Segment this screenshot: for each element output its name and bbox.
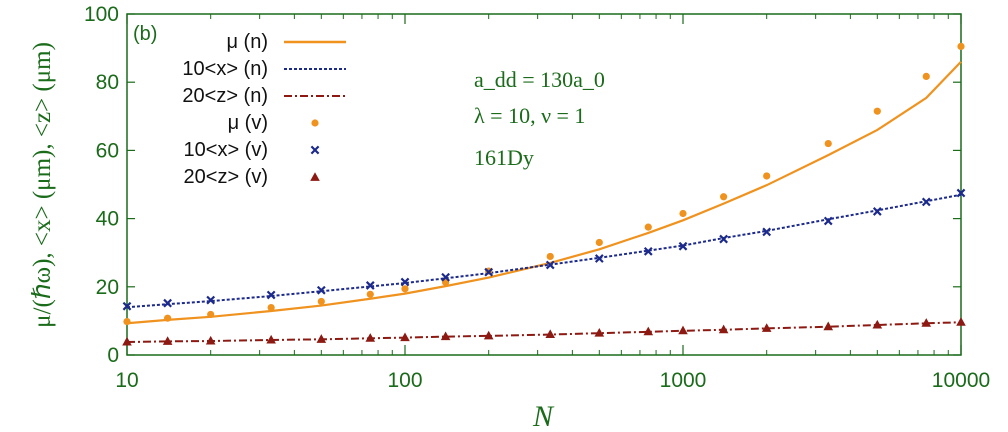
series-5-point [266, 334, 276, 344]
series-4-point [163, 298, 173, 308]
legend-label: 20<z> (n) [182, 85, 268, 107]
series-5-point [162, 336, 173, 345]
series-3-point [922, 72, 930, 81]
legend-label: μ (n) [226, 31, 268, 53]
series-2-line [126, 321, 962, 344]
series-3-point [546, 252, 554, 261]
series-3-point [824, 139, 832, 148]
panel-label: (b) [133, 23, 157, 45]
series-4-point [823, 216, 833, 226]
plot-frame [126, 13, 962, 356]
series-3-point [317, 297, 325, 306]
series-4-point [921, 197, 931, 207]
series-5-point [365, 333, 376, 342]
legend-label: 20<z> (v) [184, 166, 268, 188]
series-4-point [594, 254, 604, 263]
series-4-point [762, 227, 772, 237]
series-3-point [267, 304, 275, 312]
series-4-point [316, 285, 326, 295]
legend-label: μ (v) [228, 112, 268, 134]
series-4-point [872, 207, 882, 216]
legend-marker-sample [310, 145, 320, 155]
series-3-point [763, 172, 771, 180]
x-ticks: 10 100 1000 10000 [115, 14, 990, 392]
series-5-point [643, 326, 654, 336]
series-5-point [678, 325, 688, 335]
y-axis-label: μ/(ℏω), <x> (μm), <z> (μm) [29, 42, 56, 328]
series-5-point [440, 331, 451, 341]
x-tick-label: 100 [387, 369, 422, 392]
series-4-point [441, 272, 451, 282]
series-4-point [719, 234, 729, 244]
series-5-point [872, 319, 883, 329]
series-4-point [678, 241, 688, 251]
x-tick-label: 1000 [660, 369, 707, 392]
y-tick-label: 20 [96, 276, 119, 299]
series-5-point [545, 329, 556, 339]
series-1-line [126, 193, 962, 309]
series-3-point [401, 285, 409, 293]
y-tick-label: 60 [96, 139, 119, 162]
y-tick-label: 40 [96, 208, 119, 231]
legend-label: 10<x> (n) [182, 58, 268, 80]
y-ticks: 0 20 40 60 80 100 [84, 3, 961, 367]
series-5-point [956, 317, 966, 326]
legend-label: 10<x> (v) [184, 139, 268, 161]
series-5-point [594, 328, 605, 337]
series-4-point [643, 246, 653, 256]
series-5-point [921, 318, 932, 327]
legend-marker-sample [311, 119, 319, 127]
legend: μ (n) 10<x> (n) 20<z> (n) μ (v) 10<x> (v) 20<… [182, 31, 346, 188]
x-tick-label: 10 [115, 369, 138, 392]
series-3-point [873, 107, 881, 115]
series-4-point [365, 281, 375, 290]
series-3-point [957, 42, 965, 50]
series-4-point [206, 295, 216, 305]
series-4-point [266, 290, 276, 300]
series-3-point [595, 238, 603, 247]
series-5-point [823, 321, 834, 331]
series-5-point [205, 335, 216, 345]
series-4-point [122, 301, 132, 311]
series-3-point [366, 290, 374, 298]
series-3-point [720, 193, 728, 201]
series-3-point [164, 314, 172, 322]
y-tick-label: 80 [96, 71, 119, 94]
x-tick-label: 10000 [932, 369, 990, 392]
series-5-point [316, 334, 327, 343]
annotation-lambda-nu: λ = 10, ν = 1 [474, 103, 585, 128]
series-points [122, 42, 966, 346]
y-tick-label: 100 [84, 3, 119, 26]
series-4-point [545, 260, 555, 270]
annotation-isotope: 161Dy [474, 145, 534, 170]
y-tick-label: 0 [107, 344, 119, 367]
series-5-point [483, 330, 494, 340]
x-axis-label: N [532, 400, 555, 432]
legend-marker-sample [310, 172, 320, 181]
series-5-point [718, 324, 729, 334]
series-4-point [484, 267, 494, 277]
series-5-point [122, 336, 132, 346]
series-3-point [644, 223, 652, 231]
series-3-point [207, 310, 215, 319]
series-5-point [761, 323, 772, 332]
annotation-add: a_dd = 130a_0 [474, 67, 605, 92]
series-4-point [956, 188, 966, 198]
series-5-point [400, 332, 410, 342]
series-4-point [400, 277, 410, 287]
series-3-point [123, 317, 131, 326]
series-3-point [679, 209, 687, 218]
